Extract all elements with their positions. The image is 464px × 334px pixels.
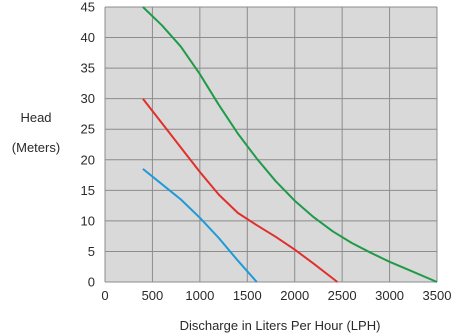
y-tick-label: 45 bbox=[81, 0, 95, 15]
y-tick-label: 35 bbox=[81, 61, 95, 76]
x-tick-label: 3500 bbox=[423, 288, 452, 303]
y-tick-label: 30 bbox=[81, 91, 95, 106]
y-tick-label: 0 bbox=[88, 275, 95, 290]
y-axis-label-line-1: Head bbox=[20, 110, 51, 125]
series-line-2 bbox=[142, 98, 339, 283]
x-tick-label: 0 bbox=[101, 288, 108, 303]
y-tick-label: 10 bbox=[81, 213, 95, 228]
series-line-3 bbox=[142, 6, 438, 283]
x-axis-ticks: 0 500 1000 1500 2000 2500 3000 3500 bbox=[101, 288, 451, 303]
x-tick-label: 2500 bbox=[328, 288, 357, 303]
x-axis-label: Discharge in Liters Per Hour (LPH) bbox=[180, 318, 381, 333]
x-tick-label: 500 bbox=[142, 288, 164, 303]
curves bbox=[142, 6, 438, 283]
plot-area bbox=[105, 7, 437, 282]
y-tick-label: 20 bbox=[81, 152, 95, 167]
y-tick-label: 5 bbox=[88, 244, 95, 259]
series-line-1 bbox=[142, 168, 258, 283]
y-tick-label: 25 bbox=[81, 122, 95, 137]
y-tick-label: 40 bbox=[81, 30, 95, 45]
x-tick-label: 1500 bbox=[233, 288, 262, 303]
y-tick-label: 15 bbox=[81, 183, 95, 198]
x-tick-label: 2000 bbox=[280, 288, 309, 303]
y-axis-label-line-2: (Meters) bbox=[12, 140, 60, 155]
grid bbox=[104, 6, 438, 283]
y-axis-ticks: 0 5 10 15 20 25 30 35 40 45 bbox=[81, 0, 95, 290]
x-tick-label: 3000 bbox=[375, 288, 404, 303]
x-tick-label: 1000 bbox=[185, 288, 214, 303]
